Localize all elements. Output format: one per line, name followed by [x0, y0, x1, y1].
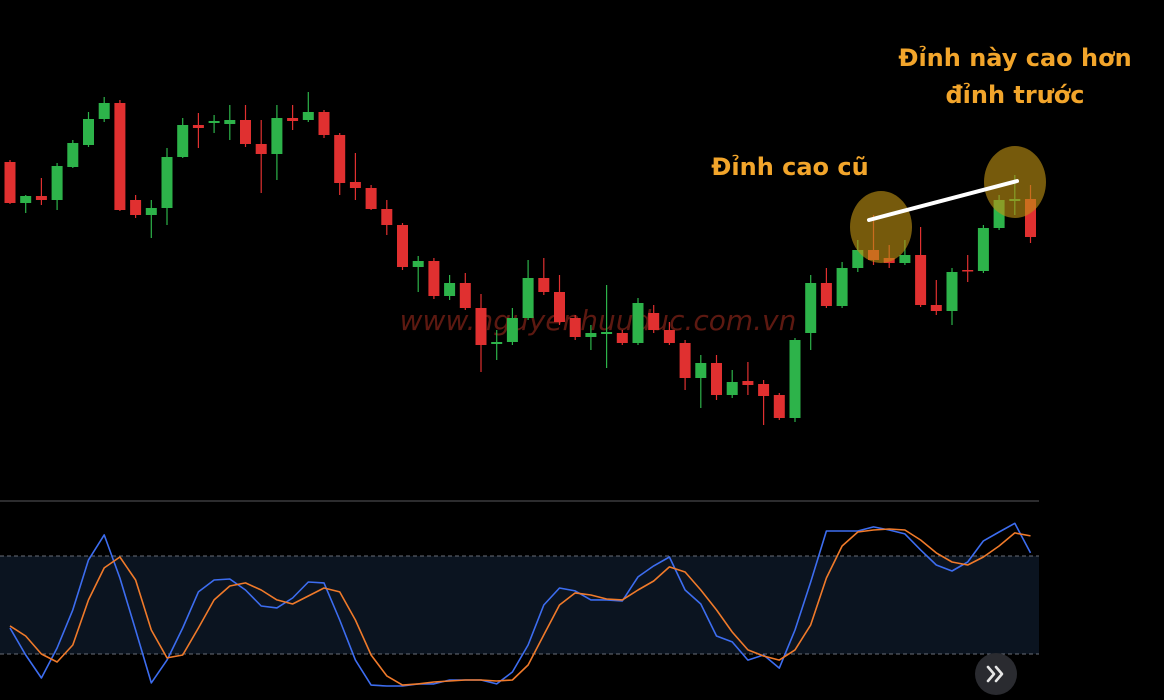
stoch-line	[9, 528, 1031, 686]
candle-body	[946, 272, 958, 311]
candle-body	[930, 305, 942, 311]
candle-body	[67, 143, 79, 167]
candle-body	[35, 196, 47, 200]
candle-body	[1025, 199, 1036, 237]
candle-body	[977, 228, 989, 271]
candle-body	[224, 120, 236, 124]
candle-body	[240, 120, 251, 144]
candle-body	[145, 208, 157, 215]
candle-body	[161, 157, 173, 208]
candle-body	[648, 313, 660, 330]
candle-body	[130, 200, 142, 215]
candle-body	[255, 144, 267, 154]
candle-body	[4, 162, 16, 203]
candle-body	[444, 283, 456, 296]
candle-body	[365, 188, 377, 209]
candle-body	[773, 395, 785, 418]
candle-body	[569, 318, 581, 337]
stochastic-panel	[0, 522, 1039, 687]
candle-body	[381, 209, 393, 225]
candle-body	[601, 332, 613, 334]
candle-body	[334, 135, 346, 183]
candle-body	[993, 200, 1005, 228]
stoch-line	[9, 522, 1032, 687]
candle-body	[616, 333, 628, 343]
level-band	[0, 555, 1039, 655]
trend-line	[867, 179, 1019, 222]
candle-body	[962, 270, 974, 272]
candle-body	[83, 119, 94, 145]
candle-body	[428, 261, 440, 296]
annotation: Đỉnh cao cũ	[711, 153, 868, 181]
candle-body	[114, 103, 126, 210]
candle-body	[899, 255, 911, 263]
candle-body	[805, 283, 817, 333]
candle-body	[789, 340, 801, 418]
candle-body	[412, 261, 424, 267]
candle-body	[585, 333, 597, 337]
watermark: www.nguyenhuuduc.com.vn	[400, 304, 797, 337]
candle-body	[538, 278, 550, 292]
candle-body	[287, 118, 299, 121]
candle-body	[711, 363, 722, 395]
candles	[4, 92, 1036, 425]
candle-body	[726, 382, 738, 395]
candle-body	[506, 318, 518, 342]
highlight-circle	[850, 191, 912, 263]
candle-body	[271, 118, 283, 154]
candle-body	[836, 268, 848, 306]
candle-body	[663, 330, 675, 343]
candle-body	[742, 381, 754, 385]
candle-body	[192, 125, 204, 128]
candle-body	[459, 283, 471, 308]
candle-body	[397, 225, 408, 267]
candle-body	[20, 196, 32, 203]
candle-body	[491, 342, 503, 344]
candle-body	[632, 303, 644, 343]
candle-body	[915, 255, 927, 305]
candle-body	[177, 125, 189, 157]
candle-body	[522, 278, 534, 318]
candle-body	[98, 103, 110, 119]
candle-body	[318, 112, 330, 135]
annotation: đỉnh trước	[945, 81, 1084, 109]
candle-body	[820, 283, 832, 306]
candle-body	[349, 182, 361, 188]
candle-body	[758, 384, 770, 396]
candle-body	[852, 250, 864, 268]
candle-body	[51, 166, 63, 200]
candle-body	[679, 343, 691, 378]
scroll-button[interactable]	[975, 653, 1017, 695]
candle-body	[554, 292, 565, 322]
candle-body	[475, 308, 487, 345]
annotation: Đỉnh này cao hơn	[898, 44, 1131, 72]
candle-body	[208, 121, 220, 123]
candle-body	[302, 112, 314, 120]
candle-body	[695, 363, 707, 378]
